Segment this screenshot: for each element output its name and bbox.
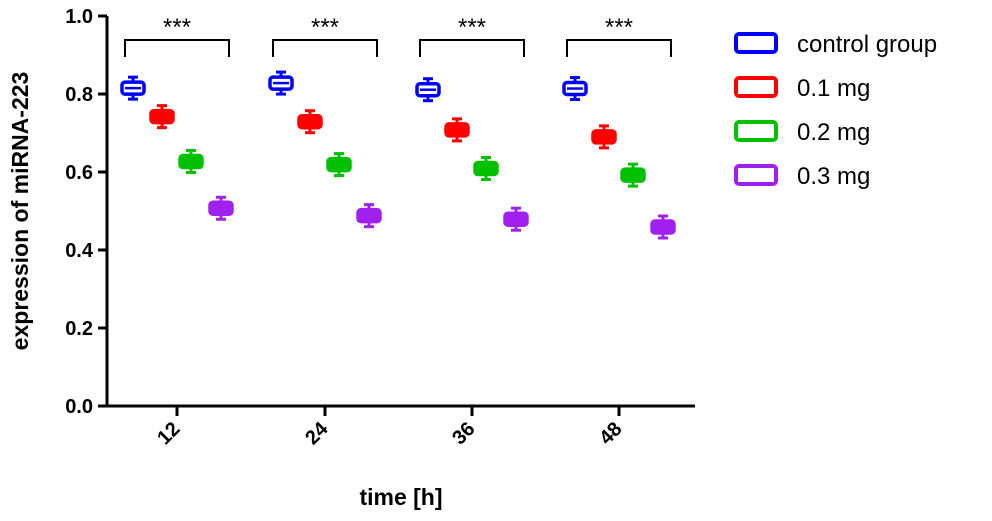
- box-body: [503, 211, 529, 227]
- box-1-0: [149, 104, 175, 130]
- box-3-3: [650, 214, 676, 240]
- legend-item: 0.3 mg: [734, 163, 870, 190]
- box-body: [620, 167, 646, 183]
- x-tick-label: 48: [595, 418, 626, 449]
- box-0-2: [415, 77, 441, 103]
- legend-item: 0.2 mg: [734, 119, 870, 146]
- box-body: [326, 156, 352, 173]
- significance-label: ***: [311, 14, 339, 41]
- box-body: [208, 200, 234, 217]
- y-tick-label: 0.8: [65, 84, 93, 106]
- box-2-1: [326, 152, 352, 178]
- boxes: [120, 70, 676, 240]
- axes: 0.0 0.2 0.4 0.6 0.8 1.0 12 24 36 48 time [h] expres…: [7, 6, 695, 510]
- box-body: [650, 219, 676, 235]
- significance-bracket: [124, 39, 230, 57]
- x-tick-label: 36: [448, 418, 479, 449]
- y-tick-label: 0.6: [65, 162, 93, 184]
- box-2-3: [620, 162, 646, 188]
- box-2-0: [178, 148, 204, 174]
- box-3-2: [503, 206, 529, 232]
- significance-label: ***: [605, 14, 633, 41]
- legend-item: 0.1 mg: [734, 75, 870, 102]
- legend-item: control group: [734, 31, 937, 58]
- box-body: [356, 207, 382, 224]
- box-3-0: [208, 195, 234, 221]
- significance-brackets: *** *** *** ***: [124, 14, 672, 57]
- legend-swatch: [734, 76, 778, 98]
- legend-swatch: [734, 32, 778, 54]
- y-tick-label: 0.0: [65, 396, 93, 418]
- x-tick-label: 24: [301, 417, 333, 449]
- y-tick-label: 1.0: [65, 6, 93, 28]
- legend-swatch: [734, 164, 778, 186]
- box-2-2: [473, 155, 499, 181]
- box-body: [297, 113, 323, 130]
- legend: control group 0.1 mg 0.2 mg 0.3 mg: [734, 31, 937, 190]
- legend-label: 0.2 mg: [797, 119, 870, 146]
- box-body: [149, 108, 175, 125]
- legend-label: 0.1 mg: [797, 75, 870, 102]
- box-1-1: [297, 109, 323, 135]
- significance-label: ***: [163, 14, 191, 41]
- x-tick-label: 12: [153, 418, 184, 449]
- box-3-1: [356, 203, 382, 229]
- box-body: [473, 160, 499, 177]
- legend-label: control group: [797, 31, 937, 58]
- y-tick-label: 0.2: [65, 318, 93, 340]
- significance-bracket: [419, 39, 525, 57]
- box-body: [178, 153, 204, 170]
- significance-label: ***: [458, 14, 486, 41]
- significance-bracket: [566, 39, 672, 57]
- x-axis-title: time [h]: [359, 484, 442, 510]
- y-axis-title: expression of miRNA-223: [7, 72, 33, 351]
- box-0-0: [120, 75, 146, 101]
- significance-bracket: [272, 39, 378, 57]
- box-0-1: [268, 70, 294, 96]
- y-tick-label: 0.4: [65, 240, 94, 262]
- box-body: [591, 129, 617, 145]
- box-1-3: [591, 124, 617, 150]
- box-0-3: [562, 76, 588, 102]
- legend-label: 0.3 mg: [797, 163, 870, 190]
- legend-swatch: [734, 120, 778, 142]
- box-1-2: [444, 117, 470, 143]
- box-body: [444, 122, 470, 138]
